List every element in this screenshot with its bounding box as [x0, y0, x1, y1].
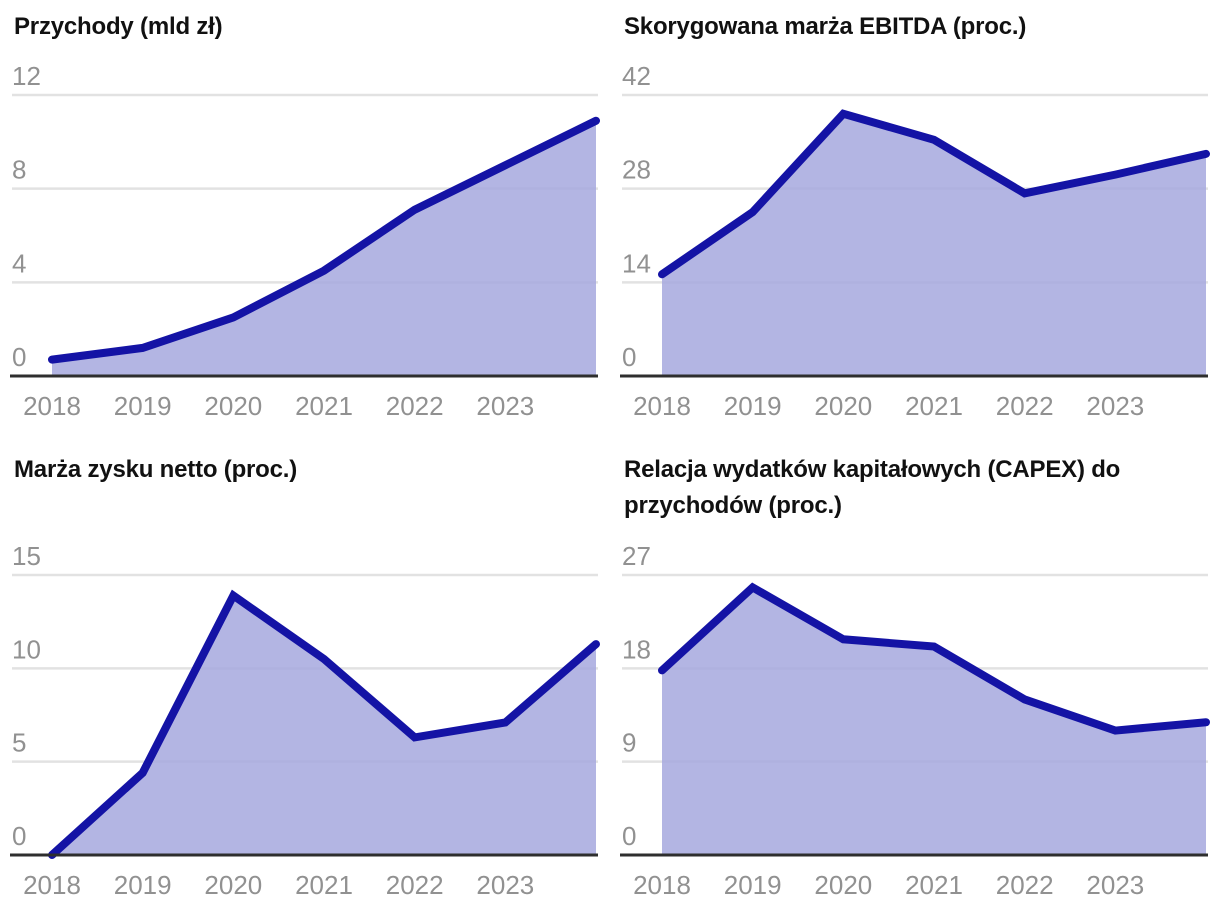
- y-tick-label: 28: [622, 155, 651, 185]
- x-tick-label: 2022: [386, 391, 444, 421]
- x-tick-label: 2021: [905, 391, 963, 421]
- x-tick-label: 2019: [114, 870, 172, 900]
- y-tick-label: 14: [622, 248, 651, 278]
- x-tick-label: 2018: [23, 870, 81, 900]
- x-tick-label: 2020: [814, 870, 872, 900]
- x-tick-label: 2023: [476, 391, 534, 421]
- y-tick-label: 5: [12, 728, 26, 758]
- area-chart-net-margin: 0 5 10 15 2018 2019 2020 2021 2022 2023: [10, 541, 600, 900]
- area-fill: [52, 120, 596, 376]
- y-tick-label: 18: [622, 634, 651, 664]
- x-tick-label: 2021: [905, 870, 963, 900]
- chart-panel-revenue: Przychody (mld zł) 0 4 8 12 2018 2019 2020 2021…: [0, 0, 610, 456]
- x-tick-label: 2019: [724, 391, 782, 421]
- x-tick-label: 2020: [204, 391, 262, 421]
- x-tick-label: 2022: [996, 391, 1054, 421]
- chart-panel-capex-ratio: Relacja wydatków kapitałowych (CAPEX) do…: [610, 456, 1220, 912]
- y-tick-label: 9: [622, 728, 636, 758]
- y-tick-label: 4: [12, 248, 26, 278]
- y-tick-label: 0: [622, 342, 636, 372]
- x-tick-label: 2018: [633, 391, 691, 421]
- chart-title-net-margin: Marża zysku netto (proc.): [14, 456, 298, 483]
- y-tick-label: 15: [12, 541, 41, 571]
- x-tick-label: 2023: [1086, 391, 1144, 421]
- x-tick-label: 2021: [295, 391, 353, 421]
- x-tick-label: 2023: [1086, 870, 1144, 900]
- x-tick-label: 2020: [204, 870, 262, 900]
- x-tick-label: 2019: [724, 870, 782, 900]
- chart-panel-net-margin: Marża zysku netto (proc.) 0 5 10 15 2018 2019…: [0, 456, 610, 912]
- data-line: [658, 109, 1210, 279]
- y-tick-label: 8: [12, 155, 26, 185]
- x-tick-label: 2018: [633, 870, 691, 900]
- x-tick-label: 2022: [386, 870, 444, 900]
- y-tick-label: 10: [12, 634, 41, 664]
- y-tick-label: 0: [12, 821, 26, 851]
- x-tick-label: 2020: [814, 391, 872, 421]
- area-fill: [662, 587, 1206, 855]
- data-line: [48, 589, 600, 859]
- x-tick-label: 2018: [23, 391, 81, 421]
- y-tick-label: 0: [622, 821, 636, 851]
- area-chart-capex-ratio: 0 9 18 27 2018 2019 2020 2021 2022 2023: [620, 541, 1210, 900]
- data-line: [48, 116, 600, 364]
- y-tick-label: 12: [12, 61, 41, 91]
- y-tick-label: 0: [12, 342, 26, 372]
- data-line: [658, 582, 1210, 735]
- x-tick-label: 2023: [476, 870, 534, 900]
- area-fill: [662, 113, 1206, 376]
- chart-title-ebitda-margin: Skorygowana marża EBITDA (proc.): [624, 13, 1027, 40]
- x-tick-label: 2021: [295, 870, 353, 900]
- x-tick-label: 2019: [114, 391, 172, 421]
- chart-panel-ebitda-margin: Skorygowana marża EBITDA (proc.) 0 14 28 42…: [610, 0, 1220, 456]
- chart-title-capex-ratio: Relacja wydatków kapitałowych (CAPEX) do…: [624, 456, 1121, 519]
- y-tick-label: 27: [622, 541, 651, 571]
- x-tick-label: 2022: [996, 870, 1054, 900]
- chart-title-revenue: Przychody (mld zł): [14, 13, 223, 40]
- y-tick-label: 42: [622, 61, 651, 91]
- area-fill: [52, 595, 596, 855]
- area-chart-ebitda-margin: 0 14 28 42 2018 2019 2020 2021 2022 2023: [620, 61, 1210, 421]
- area-chart-revenue: 0 4 8 12 2018 2019 2020 2021 2022 2023: [10, 61, 600, 421]
